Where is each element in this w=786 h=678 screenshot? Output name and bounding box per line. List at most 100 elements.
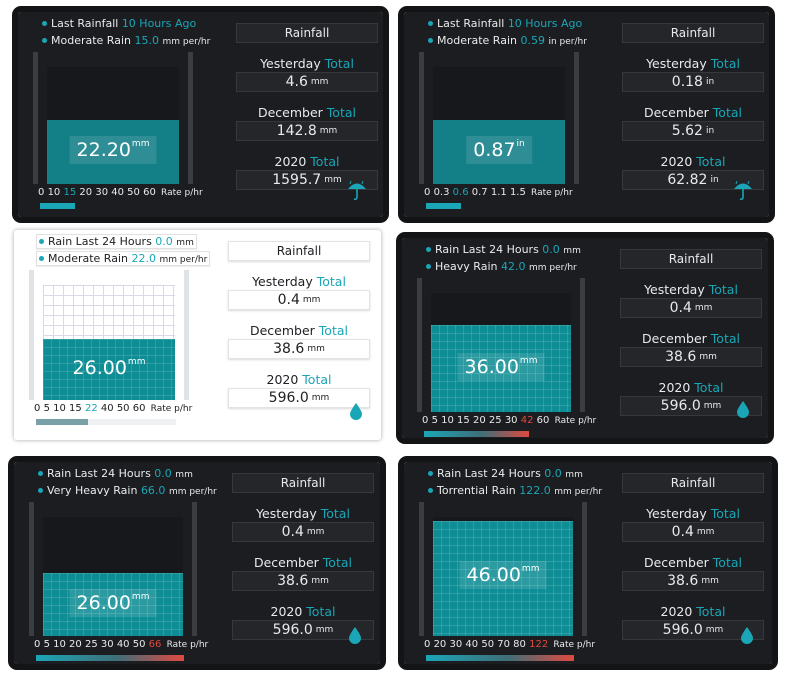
scale-tick-label: 0.3	[433, 187, 450, 198]
total-unit: mm	[694, 303, 713, 313]
total-label: Yesterday Total	[236, 55, 378, 72]
status-label: Rain Last 24 Hours	[48, 235, 152, 248]
status-line-box: Rain Last 24 Hours 0.0 mm	[424, 243, 581, 256]
status-unit: mm	[176, 238, 194, 248]
tank-wall-right	[192, 502, 197, 636]
total-word: Total	[708, 282, 738, 297]
total-value-box: 0.18 in	[622, 72, 764, 92]
total-value: 596.0	[268, 390, 309, 406]
total-value-box: 62.82 in	[622, 170, 764, 190]
status-label: Last Rainfall	[51, 17, 119, 30]
status-unit: in per/hr	[548, 37, 587, 47]
total-unit: mm	[306, 527, 325, 537]
status-line: Rain Last 24 Hours 0.0 mm	[426, 465, 646, 482]
total-period: Yesterday	[646, 56, 707, 71]
status-value: 22.0	[131, 252, 156, 265]
rate-bar-track	[424, 431, 572, 437]
bullet-icon	[42, 21, 47, 26]
rainfall-totals: Rainfall Yesterday Total 0.4 mm December Tot…	[622, 473, 764, 640]
status-line-box: Last Rainfall 10 Hours Ago	[426, 17, 582, 30]
scale-tick-label: 15	[63, 187, 77, 198]
rainfall-panel: Rain Last 24 Hours 0.0 mm Moderate Rain 2…	[14, 230, 381, 440]
total-value-box: 0.4 mm	[622, 522, 764, 542]
total-label: 2020 Total	[622, 603, 764, 620]
rainfall-totals: Rainfall Yesterday Total 0.18 in December To…	[622, 23, 764, 190]
panel-title: Rainfall	[622, 23, 764, 43]
scale-tick-label: 25	[84, 639, 98, 650]
total-unit: mm	[310, 77, 329, 87]
panel-title: Rainfall	[620, 249, 762, 269]
rain-reading: 26.00mm	[69, 588, 157, 617]
water-drop-icon	[349, 402, 363, 424]
scale-tick-label: 1.5	[509, 187, 526, 198]
total-value-box: 38.6 mm	[622, 571, 764, 591]
tank-interior	[431, 293, 571, 412]
total-unit: in	[710, 175, 719, 185]
total-value: 0.4	[671, 524, 694, 540]
scale-tick-label: 80	[513, 639, 526, 650]
total-value: 596.0	[272, 622, 313, 638]
status-line: Last Rainfall 10 Hours Ago	[40, 15, 260, 32]
total-period: Yesterday	[256, 506, 317, 521]
panel-title: Rainfall	[622, 473, 764, 493]
total-period: 2020	[660, 154, 693, 169]
total-word: Total	[310, 154, 340, 169]
total-value-box: 4.6 mm	[236, 72, 378, 92]
status-line: Heavy Rain 42.0 mm per/hr	[424, 258, 644, 275]
rate-label: Rate p/hr	[161, 188, 203, 198]
rain-reading: 46.00mm	[459, 561, 547, 589]
bullet-icon	[39, 256, 44, 261]
total-period: 2020	[274, 154, 307, 169]
scale-tick-label: 10	[441, 415, 454, 426]
total-value: 38.6	[273, 341, 305, 357]
total-value: 596.0	[660, 398, 701, 414]
reading-unit: in	[516, 139, 525, 149]
tank-wall-left	[29, 270, 34, 400]
rain-reading: 36.00mm	[457, 352, 545, 381]
total-period: Yesterday	[644, 282, 705, 297]
status-line: Last Rainfall 10 Hours Ago	[426, 15, 646, 32]
total-value: 38.6	[665, 349, 697, 365]
total-unit: mm	[307, 344, 325, 354]
scale-tick-label: 40	[465, 639, 479, 650]
status-line-box: Rain Last 24 Hours 0.0 mm	[36, 467, 193, 480]
reading-unit: mm	[131, 139, 150, 149]
scale-tick-label: 0	[38, 187, 45, 198]
panel-title: Rainfall	[232, 473, 374, 493]
rainfall-status-header: Rain Last 24 Hours 0.0 mm Torrential Rain…	[426, 465, 646, 499]
tank-interior	[43, 517, 183, 636]
status-line-box: Last Rainfall 10 Hours Ago	[40, 17, 196, 30]
status-unit: mm per/hr	[168, 487, 217, 497]
bullet-icon	[39, 239, 44, 244]
scale-tick-label: 0	[34, 403, 41, 414]
reading-value: 22.20	[76, 139, 131, 161]
scale-tick-label: 30	[504, 415, 518, 426]
status-label: Rain Last 24 Hours	[437, 467, 541, 480]
bullet-icon	[428, 488, 433, 493]
rainfall-panel: Last Rainfall 10 Hours Ago Moderate Rain…	[12, 6, 389, 223]
scale-tick-label: 30	[100, 639, 114, 650]
total-word: Total	[712, 555, 742, 570]
rain-reading: 0.87in	[466, 136, 532, 164]
total-label: 2020 Total	[228, 371, 370, 388]
rain-reading: 22.20mm	[69, 136, 157, 164]
reading-unit: mm	[521, 564, 540, 574]
total-label: December Total	[236, 104, 378, 121]
scale-tick-label: 40	[111, 187, 124, 198]
rate-bar-fill	[40, 203, 75, 209]
total-word: Total	[696, 604, 726, 619]
total-value: 4.6	[285, 74, 308, 90]
rainfall-panel: Rain Last 24 Hours 0.0 mm Torrential Rain…	[398, 456, 778, 670]
tank-wall-right	[580, 278, 585, 412]
rate-label: Rate p/hr	[166, 640, 209, 650]
total-period: Yesterday	[252, 274, 313, 289]
tank-interior	[43, 285, 175, 400]
total-word: Total	[710, 331, 740, 346]
status-unit: mm	[175, 470, 193, 480]
scale-tick-label: 50	[116, 403, 130, 414]
scale-tick-label: 50	[481, 639, 495, 650]
total-unit: mm	[703, 401, 722, 411]
scale-tick-label: 20	[433, 639, 447, 650]
total-value: 1595.7	[272, 172, 322, 188]
total-word: Total	[710, 56, 740, 71]
